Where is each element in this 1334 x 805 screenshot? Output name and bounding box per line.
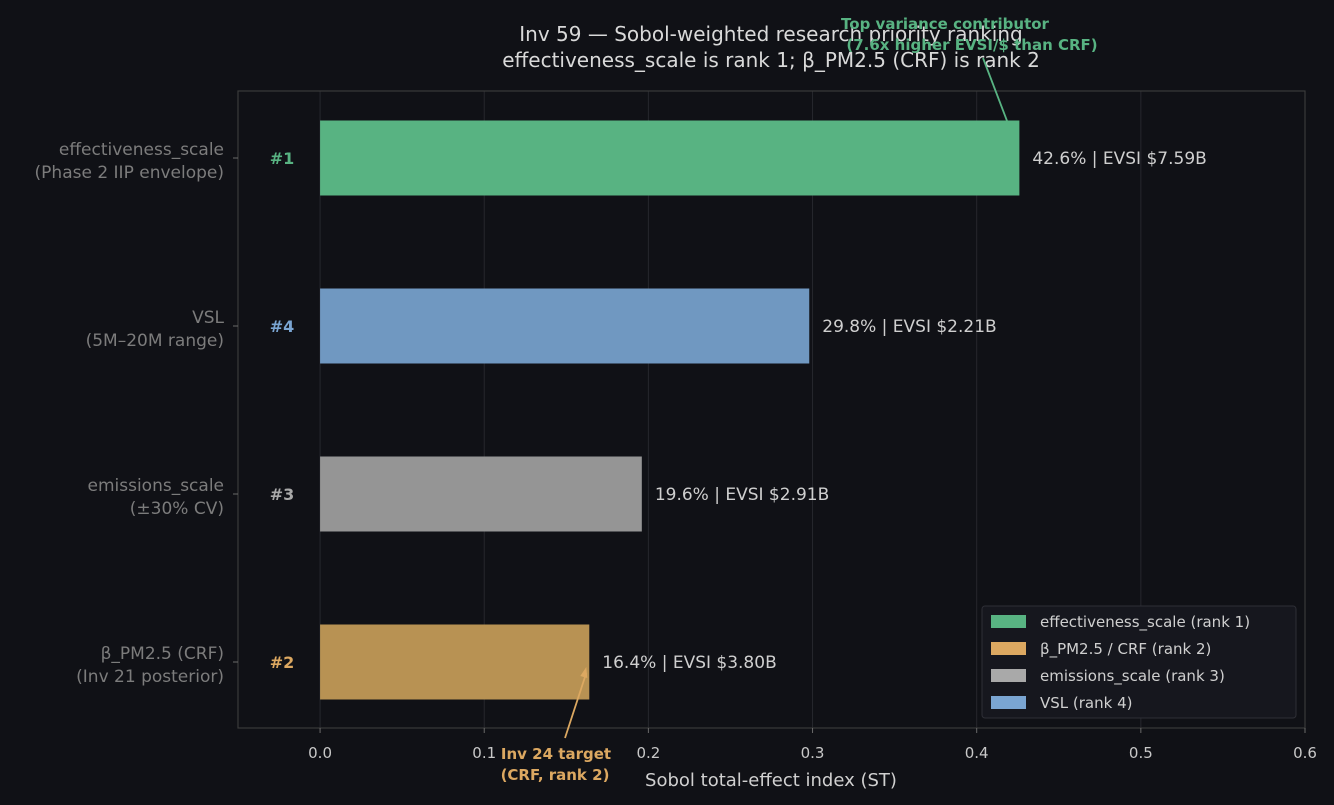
chart-title-line1: Inv 59 — Sobol-weighted research priorit…: [519, 22, 1022, 46]
y-tick-label-line1: effectiveness_scale: [59, 140, 224, 160]
x-tick-label: 0.5: [1129, 744, 1153, 762]
bar: [320, 288, 810, 364]
plot-frame: [237, 90, 1306, 729]
rank-badge: #4: [270, 317, 295, 336]
annotation-top-line2: (7.6x higher EVSI/$ than CRF): [846, 36, 1097, 54]
annotation-bottom-line2: (CRF, rank 2): [501, 766, 610, 784]
y-tick-label-line1: emissions_scale: [87, 476, 224, 496]
bar: [320, 456, 642, 532]
bar-value-label: 29.8% | EVSI $2.21B: [822, 317, 996, 337]
y-tick-label-line2: (5M–20M range): [86, 331, 224, 351]
y-tick-label-line2: (±30% CV): [130, 499, 224, 519]
x-tick-label: 0.1: [472, 744, 496, 762]
bar-value-label: 42.6% | EVSI $7.59B: [1032, 149, 1206, 169]
legend-label: VSL (rank 4): [1040, 694, 1132, 712]
legend-box: [981, 605, 1297, 719]
x-tick-label: 0.4: [965, 744, 989, 762]
bar-value-label: 19.6% | EVSI $2.91B: [655, 485, 829, 505]
legend-label: emissions_scale (rank 3): [1040, 667, 1225, 686]
rank-badge: #1: [270, 149, 295, 168]
annotation-arrowhead: [580, 667, 588, 678]
x-tick-label: 0.2: [636, 744, 660, 762]
bar: [320, 120, 1020, 196]
chart-title-line2: effectiveness_scale is rank 1; β_PM2.5 (…: [502, 48, 1040, 72]
legend-label: β_PM2.5 / CRF (rank 2): [1040, 640, 1211, 659]
bar: [320, 624, 590, 700]
x-axis-label: Sobol total-effect index (ST): [645, 770, 897, 791]
x-axis: 0.0 0.1 0.2 0.3 0.4 0.5 0.6: [308, 728, 1317, 762]
legend-label: effectiveness_scale (rank 1): [1040, 613, 1250, 632]
annotation-top-line1: Top variance contributor: [841, 15, 1050, 33]
annotation-arrow-line: [564, 672, 588, 739]
bars-group: 42.6% | EVSI $7.59B #1 29.8% | EVSI $2.21B…: [270, 120, 1207, 700]
annotation-bottom-line1: Inv 24 target: [501, 745, 611, 763]
y-tick-label-line1: VSL: [192, 308, 224, 328]
x-tick-label: 0.6: [1293, 744, 1317, 762]
annotation-arrow-line: [982, 57, 1019, 149]
rank-badge: #3: [270, 485, 295, 504]
y-tick-label-line2: (Phase 2 IIP envelope): [35, 163, 224, 183]
rank-badge: #2: [270, 653, 295, 672]
x-tick-label: 0.0: [308, 744, 332, 762]
legend-swatch: [991, 669, 1026, 682]
y-tick-label-line1: β_PM2.5 (CRF): [101, 644, 224, 664]
y-tick-label-line2: (Inv 21 posterior): [76, 667, 224, 687]
legend-swatch: [991, 642, 1026, 655]
bar-value-label: 16.4% | EVSI $3.80B: [602, 653, 776, 673]
legend-swatch: [991, 696, 1026, 709]
annotation-arrowhead: [1009, 141, 1018, 152]
legend: effectiveness_scale (rank 1) β_PM2.5 / CR…: [981, 605, 1297, 719]
x-tick-label: 0.3: [801, 744, 825, 762]
y-axis: effectiveness_scale (Phase 2 IIP envelope…: [35, 140, 238, 687]
annotations: Top variance contributor (7.6x higher EVS…: [501, 15, 1098, 784]
legend-swatch: [991, 615, 1026, 628]
